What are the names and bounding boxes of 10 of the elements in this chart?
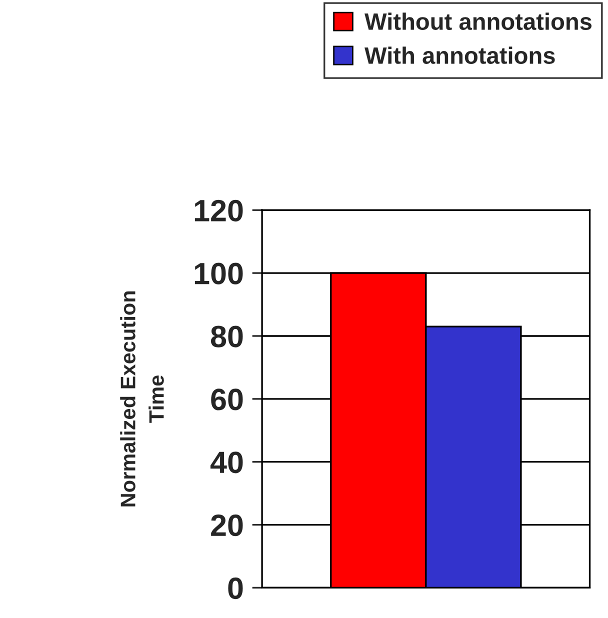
y-tick-label: 40 [210, 452, 243, 474]
y-tick-label: 0 [228, 577, 243, 600]
y-tick-label: 120 [194, 200, 243, 222]
y-tick-label: 80 [210, 326, 243, 348]
y-tick-label: 60 [211, 388, 243, 410]
legend-label: With annotations [364, 46, 555, 64]
y-tick-label: 20 [211, 514, 243, 536]
y-tick-label: 100 [194, 262, 243, 284]
y-axis-title: Normalized Execution Time [120, 291, 164, 506]
legend-label: Without annotations [364, 12, 592, 30]
